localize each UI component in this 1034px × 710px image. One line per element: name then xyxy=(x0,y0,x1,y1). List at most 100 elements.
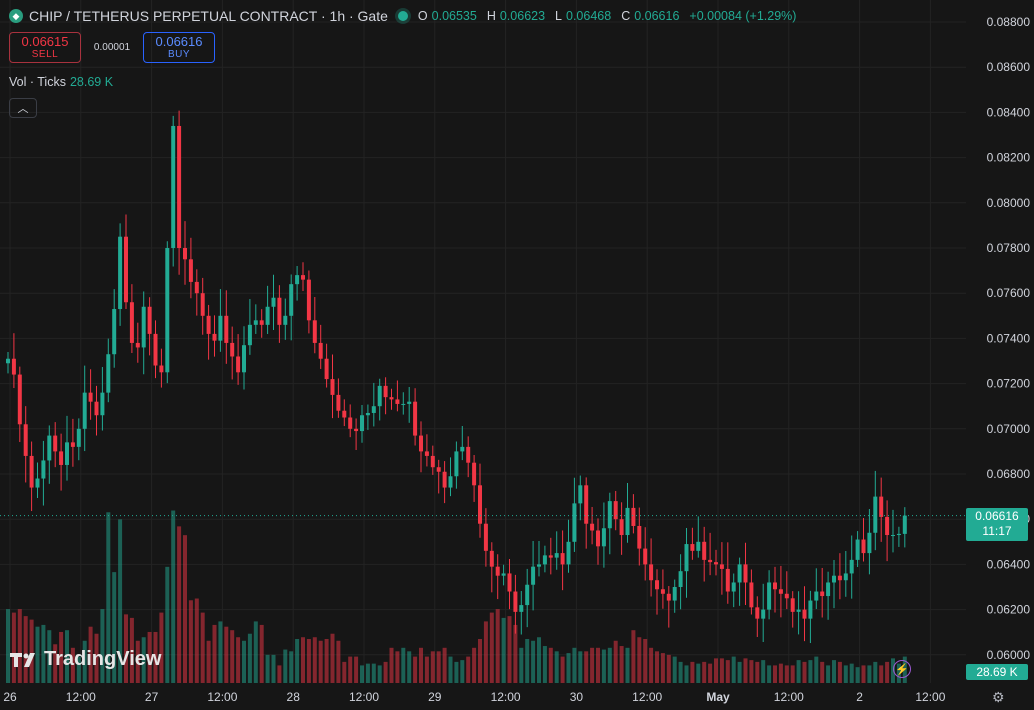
candle-body xyxy=(719,564,724,569)
volume-bar xyxy=(820,661,825,683)
volume-bar xyxy=(289,651,294,683)
open-key: O xyxy=(417,9,428,23)
volume-bar xyxy=(29,619,34,683)
volume-label: Vol · Ticks xyxy=(9,75,66,89)
lightning-icon[interactable]: ⚡ xyxy=(893,660,911,678)
volume-bar xyxy=(277,665,282,683)
collapse-legend-button[interactable]: ︿ xyxy=(9,98,37,118)
candle-body xyxy=(578,485,583,504)
volume-bar xyxy=(218,621,223,683)
price-tick-label: 0.07000 xyxy=(987,422,1031,436)
candle-body xyxy=(743,564,748,583)
volume-bar xyxy=(253,621,258,683)
candle-body xyxy=(153,333,158,366)
volume-bar xyxy=(360,665,364,683)
volume-bar xyxy=(678,661,683,683)
candle-body xyxy=(678,571,683,587)
volume-bar xyxy=(6,609,10,683)
volume-bar xyxy=(200,612,205,683)
volume-bar xyxy=(118,519,123,683)
price-axis[interactable]: 0.060000.062000.064000.066000.068000.070… xyxy=(987,15,1031,662)
volume-bar xyxy=(601,649,606,683)
candle-body xyxy=(778,589,783,594)
candle-body xyxy=(613,501,618,520)
volume-bar xyxy=(519,647,524,683)
candle-body xyxy=(430,455,435,468)
candle-body xyxy=(843,573,848,581)
candle-body xyxy=(124,236,128,303)
time-tick-label: 12:00 xyxy=(349,690,379,704)
buy-label: BUY xyxy=(167,49,191,60)
candle-body xyxy=(183,248,187,260)
candle-body xyxy=(301,275,305,280)
candle-body xyxy=(666,593,671,601)
volume-bar xyxy=(342,661,347,683)
candle-body xyxy=(749,582,754,608)
candle-body xyxy=(796,609,801,612)
candle-body xyxy=(88,392,93,402)
candle-body xyxy=(702,541,707,560)
time-tick-label: 30 xyxy=(570,690,584,704)
candle-body xyxy=(129,302,134,343)
buy-button[interactable]: 0.06616 BUY xyxy=(143,32,215,63)
candle-body xyxy=(59,451,64,465)
candle-body xyxy=(413,401,418,436)
candle-body xyxy=(767,582,772,610)
symbol-title[interactable]: CHIP / TETHERUS PERPETUAL CONTRACT · 1h … xyxy=(29,8,388,24)
volume-bar xyxy=(141,637,146,683)
volume-bar xyxy=(35,626,40,683)
volume-legend[interactable]: Vol · Ticks 28.69 K xyxy=(9,75,113,89)
volume-bar xyxy=(348,656,353,683)
volume-bar xyxy=(318,640,323,683)
candle-body xyxy=(507,573,512,592)
candle-body xyxy=(495,566,500,576)
price-tick-label: 0.08000 xyxy=(987,196,1031,210)
gear-icon[interactable]: ⚙ xyxy=(992,689,1005,705)
volume-bar xyxy=(643,639,648,683)
candle-body xyxy=(200,293,205,316)
tradingview-logo[interactable]: TradingView xyxy=(10,648,161,671)
candle-body xyxy=(224,315,229,343)
market-status-icon xyxy=(397,11,408,21)
candle-body xyxy=(100,392,105,416)
volume-bar xyxy=(135,640,140,683)
candle-body xyxy=(194,281,199,294)
sell-button[interactable]: 0.06615 SELL xyxy=(9,32,81,63)
volume-bar xyxy=(737,661,742,683)
candle-body xyxy=(242,345,246,373)
volume-bar xyxy=(330,633,335,683)
time-tick-label: 28 xyxy=(287,690,301,704)
volume-bar xyxy=(843,665,848,683)
candle-body xyxy=(11,358,16,375)
volume-bar xyxy=(312,637,317,683)
time-axis[interactable]: 26 12:00 27 12:00 28 12:00 29 12:00 30 12:00 May 12… xyxy=(3,690,945,704)
candle-body xyxy=(23,424,28,456)
price-tick-label: 0.06800 xyxy=(987,467,1031,481)
tradingview-icon xyxy=(10,652,35,667)
candle-body xyxy=(879,496,884,517)
volume-bar xyxy=(442,647,447,683)
candle-countdown: 11:17 xyxy=(982,524,1012,538)
volume-bar xyxy=(495,609,500,683)
candle-body xyxy=(277,297,282,325)
high-key: H xyxy=(486,9,496,23)
volume-bar xyxy=(59,631,64,683)
low-value: 0.06468 xyxy=(566,9,612,23)
candle-body xyxy=(247,324,252,346)
candle-body xyxy=(177,125,182,248)
volume-bar xyxy=(501,617,506,683)
volume-bar xyxy=(655,651,659,683)
volume-bar xyxy=(702,661,707,683)
candle-body xyxy=(737,564,742,583)
volume-bar xyxy=(773,665,777,683)
volume-bar xyxy=(265,654,270,683)
candle-body xyxy=(35,478,40,488)
candle-body xyxy=(377,385,382,407)
candle-body xyxy=(135,342,140,348)
volume-bar xyxy=(714,658,718,683)
volume-bar xyxy=(153,631,158,683)
candle-body xyxy=(259,320,264,325)
candle-body xyxy=(773,582,777,590)
volume-bar xyxy=(619,646,624,683)
